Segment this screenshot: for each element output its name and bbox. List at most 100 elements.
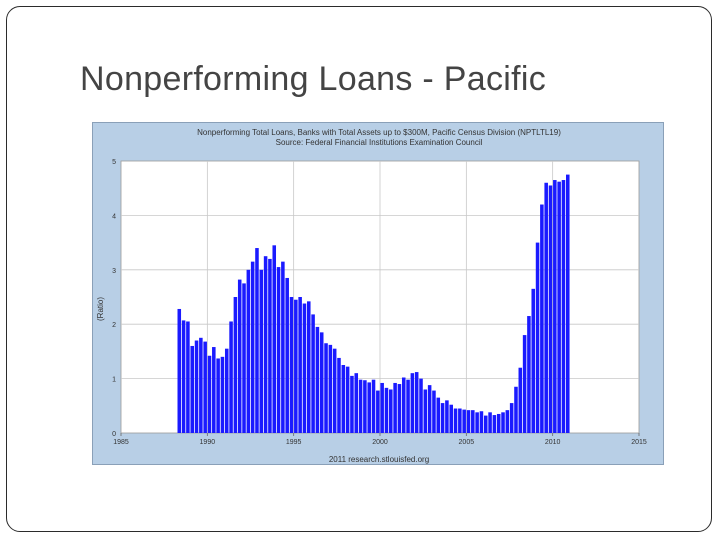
- bar: [358, 379, 363, 433]
- bar: [544, 182, 548, 433]
- bar: [216, 358, 220, 433]
- bar: [406, 379, 410, 433]
- bar: [531, 288, 536, 433]
- bar: [332, 348, 337, 433]
- bar: [259, 269, 264, 433]
- chart-subtitle: Source: Federal Financial Institutions E…: [276, 138, 483, 147]
- bar: [505, 410, 510, 433]
- bar: [414, 372, 419, 433]
- bar: [181, 320, 186, 433]
- bar: [475, 412, 479, 433]
- chart-footer: 2011 research.stlouisfed.org: [329, 455, 429, 464]
- bar: [410, 373, 415, 433]
- bar: [557, 181, 561, 433]
- bar: [393, 382, 397, 433]
- bar: [509, 403, 514, 433]
- chart-panel: Nonperforming Total Loans, Banks with To…: [92, 122, 664, 465]
- y-axis-label: (Ratio): [96, 297, 105, 321]
- bar: [203, 341, 207, 433]
- bar: [207, 355, 212, 433]
- bar: [220, 356, 225, 433]
- bar: [397, 384, 402, 433]
- bar: [341, 365, 346, 433]
- bar: [432, 390, 436, 433]
- bar: [328, 344, 333, 433]
- bar: [496, 413, 501, 433]
- bar: [354, 373, 359, 433]
- y-tick-label: 2: [112, 322, 116, 329]
- bar: [371, 379, 376, 433]
- bar: [324, 343, 328, 433]
- slide-frame: [6, 6, 712, 532]
- bar: [302, 303, 307, 433]
- bar-chart: Nonperforming Total Loans, Banks with To…: [96, 128, 647, 464]
- bar: [345, 366, 350, 433]
- bar: [527, 316, 531, 433]
- bar: [177, 308, 182, 433]
- bar: [268, 258, 272, 433]
- x-tick-label: 2010: [545, 439, 561, 446]
- bars-layer: [177, 174, 570, 433]
- bar: [423, 389, 428, 433]
- bar: [389, 389, 393, 433]
- bar: [483, 415, 488, 433]
- y-tick-label: 5: [112, 159, 116, 166]
- bar: [401, 377, 406, 433]
- bar: [237, 279, 242, 433]
- bar: [471, 410, 475, 433]
- bar: [350, 375, 354, 433]
- bar: [250, 261, 255, 433]
- bar: [380, 382, 384, 433]
- x-tick-label: 2000: [372, 439, 388, 446]
- bar: [419, 378, 423, 433]
- bar: [194, 340, 199, 433]
- bar: [535, 242, 540, 433]
- bar: [427, 385, 432, 433]
- bar: [548, 185, 553, 433]
- bar: [255, 248, 259, 433]
- bar: [186, 321, 190, 433]
- bar: [445, 400, 449, 433]
- bar: [289, 297, 294, 433]
- bar: [272, 245, 277, 433]
- y-tick-label: 0: [112, 431, 116, 438]
- bar: [367, 382, 371, 433]
- x-tick-label: 2005: [459, 439, 475, 446]
- bar: [453, 408, 458, 433]
- ticks-layer: 0 1 2 3 4 5 1985 1990 1995 2000 2005 2010 2015: [112, 159, 647, 446]
- bar: [561, 180, 566, 433]
- y-tick-label: 3: [112, 268, 116, 275]
- bar: [276, 267, 281, 433]
- x-tick-label: 1985: [113, 439, 129, 446]
- y-tick-label: 4: [112, 213, 116, 220]
- bar: [281, 261, 285, 433]
- bar: [458, 408, 462, 433]
- y-tick-label: 1: [112, 377, 116, 384]
- bar: [337, 357, 341, 433]
- bar: [233, 297, 238, 433]
- bar: [315, 326, 320, 433]
- bar: [311, 314, 315, 433]
- chart-title: Nonperforming Total Loans, Banks with To…: [197, 128, 561, 137]
- bar: [540, 204, 544, 433]
- bar: [479, 411, 484, 433]
- bar: [246, 269, 251, 433]
- bar: [566, 174, 570, 433]
- bar: [212, 347, 216, 433]
- bar: [488, 412, 492, 433]
- bar: [229, 321, 233, 433]
- bar: [376, 390, 380, 433]
- bar: [518, 367, 523, 433]
- bar: [462, 409, 466, 433]
- bar: [190, 345, 194, 433]
- bar: [242, 283, 246, 433]
- bar: [514, 386, 518, 433]
- bar: [363, 380, 367, 433]
- x-tick-label: 1990: [200, 439, 216, 446]
- bar: [492, 415, 497, 433]
- bar: [553, 180, 557, 433]
- bar: [294, 299, 298, 433]
- bar: [319, 332, 324, 433]
- bar: [466, 410, 471, 433]
- bar: [307, 301, 311, 433]
